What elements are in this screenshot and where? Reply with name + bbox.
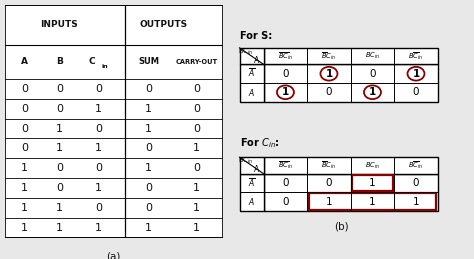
Text: 0: 0: [56, 183, 63, 193]
Text: $BC_{in}$: $BC_{in}$: [365, 160, 380, 171]
Text: 1: 1: [56, 124, 63, 133]
Text: 0: 0: [193, 84, 200, 93]
FancyBboxPatch shape: [264, 64, 438, 102]
Text: 1: 1: [145, 223, 152, 233]
Text: 1: 1: [369, 197, 376, 207]
Text: A: A: [21, 57, 28, 66]
Text: 1: 1: [193, 223, 200, 233]
FancyBboxPatch shape: [264, 48, 438, 64]
Text: For S:: For S:: [239, 31, 272, 41]
Text: 1: 1: [56, 223, 63, 233]
Text: 1: 1: [145, 124, 152, 133]
FancyBboxPatch shape: [239, 64, 264, 102]
Text: 0: 0: [413, 87, 419, 97]
Text: 1: 1: [56, 203, 63, 213]
Text: $B\overline{C}_{in}$: $B\overline{C}_{in}$: [409, 50, 424, 62]
Text: 0: 0: [145, 84, 152, 93]
Text: 1: 1: [21, 223, 28, 233]
Text: A: A: [254, 56, 260, 65]
Text: in: in: [102, 64, 109, 69]
Text: C: C: [89, 57, 95, 66]
Text: 0: 0: [193, 124, 200, 133]
Text: 0: 0: [21, 124, 28, 133]
Text: $A$: $A$: [248, 196, 255, 207]
Text: 1: 1: [21, 183, 28, 193]
Text: 0: 0: [193, 163, 200, 174]
FancyBboxPatch shape: [264, 157, 438, 174]
Text: 1: 1: [412, 69, 419, 79]
Text: (b): (b): [334, 221, 348, 232]
Text: 0: 0: [95, 124, 102, 133]
Text: 1: 1: [21, 203, 28, 213]
Text: 1: 1: [145, 104, 152, 113]
Text: SUM: SUM: [138, 57, 159, 66]
Text: 1: 1: [95, 183, 102, 193]
Text: 0: 0: [21, 84, 28, 93]
Text: $B\overline{C}_{in}$: $B\overline{C}_{in}$: [409, 160, 424, 171]
Text: INPUTS: INPUTS: [40, 20, 78, 30]
Text: 1: 1: [413, 197, 419, 207]
Text: CARRY-OUT: CARRY-OUT: [175, 59, 218, 65]
Text: $\overline{A}$: $\overline{A}$: [248, 177, 255, 189]
Text: 0: 0: [369, 69, 376, 79]
Text: 0: 0: [95, 84, 102, 93]
Text: 0: 0: [282, 197, 289, 207]
Text: 0: 0: [145, 183, 152, 193]
Text: 0: 0: [145, 143, 152, 154]
Text: (a): (a): [107, 252, 121, 259]
Text: 0: 0: [56, 163, 63, 174]
Text: $BC_{in}$: $BC_{in}$: [365, 51, 380, 61]
Text: 1: 1: [193, 183, 200, 193]
Text: 1: 1: [95, 143, 102, 154]
Text: $\overline{B}\overline{C}_{in}$: $\overline{B}\overline{C}_{in}$: [278, 160, 293, 171]
Text: 1: 1: [193, 143, 200, 154]
Text: BC$_{in}$: BC$_{in}$: [238, 46, 253, 56]
Text: $A$: $A$: [248, 87, 255, 98]
Text: $\overline{B}\overline{C}_{in}$: $\overline{B}\overline{C}_{in}$: [278, 50, 293, 62]
Text: 0: 0: [56, 104, 63, 113]
Text: 1: 1: [282, 87, 289, 97]
Text: 0: 0: [56, 84, 63, 93]
Text: BC$_{in}$: BC$_{in}$: [238, 156, 253, 166]
Text: 1: 1: [369, 87, 376, 97]
FancyBboxPatch shape: [5, 5, 223, 238]
Text: For $C_{in}$:: For $C_{in}$:: [239, 136, 279, 150]
Text: 0: 0: [282, 178, 289, 188]
Text: 0: 0: [21, 104, 28, 113]
Text: 0: 0: [413, 178, 419, 188]
FancyBboxPatch shape: [264, 174, 438, 211]
Text: 1: 1: [95, 223, 102, 233]
Text: $\overline{A}$: $\overline{A}$: [248, 68, 255, 80]
Text: 1: 1: [21, 163, 28, 174]
FancyBboxPatch shape: [239, 48, 264, 64]
Text: $\overline{B}C_{in}$: $\overline{B}C_{in}$: [321, 50, 337, 62]
Text: 0: 0: [95, 163, 102, 174]
Text: 1: 1: [326, 197, 332, 207]
Text: 0: 0: [193, 104, 200, 113]
Text: A: A: [254, 165, 260, 174]
Text: 1: 1: [95, 104, 102, 113]
Text: 0: 0: [326, 178, 332, 188]
FancyBboxPatch shape: [239, 157, 264, 174]
Text: 0: 0: [282, 69, 289, 79]
FancyBboxPatch shape: [239, 174, 264, 211]
Text: B: B: [56, 57, 63, 66]
Text: 1: 1: [56, 143, 63, 154]
Text: 1: 1: [193, 203, 200, 213]
Text: 0: 0: [326, 87, 332, 97]
Text: $\overline{B}C_{in}$: $\overline{B}C_{in}$: [321, 160, 337, 171]
Text: 1: 1: [369, 178, 376, 188]
Text: 1: 1: [145, 163, 152, 174]
Text: 0: 0: [21, 143, 28, 154]
Text: 0: 0: [95, 203, 102, 213]
Text: OUTPUTS: OUTPUTS: [140, 20, 188, 30]
Text: 1: 1: [325, 69, 333, 79]
Text: 0: 0: [145, 203, 152, 213]
